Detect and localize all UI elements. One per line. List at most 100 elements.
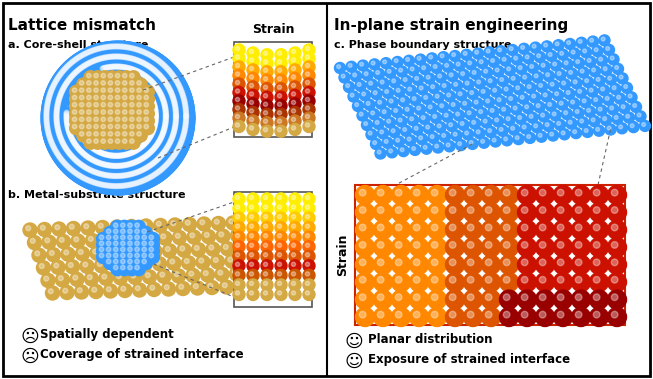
Circle shape xyxy=(278,60,281,64)
Circle shape xyxy=(80,173,93,187)
Circle shape xyxy=(114,44,118,49)
Circle shape xyxy=(247,231,253,236)
Circle shape xyxy=(278,196,281,200)
Circle shape xyxy=(564,88,575,99)
Circle shape xyxy=(575,311,582,318)
Circle shape xyxy=(150,104,164,118)
Circle shape xyxy=(110,63,116,67)
Circle shape xyxy=(50,77,64,91)
Circle shape xyxy=(168,138,173,143)
Circle shape xyxy=(59,101,74,115)
Circle shape xyxy=(108,171,122,185)
Circle shape xyxy=(468,89,479,100)
Circle shape xyxy=(552,62,556,66)
Circle shape xyxy=(69,63,74,67)
Circle shape xyxy=(147,52,152,57)
Circle shape xyxy=(145,90,150,95)
Circle shape xyxy=(46,87,60,101)
Circle shape xyxy=(46,130,51,135)
Circle shape xyxy=(181,106,195,121)
Circle shape xyxy=(141,61,146,66)
Circle shape xyxy=(121,229,125,233)
Circle shape xyxy=(278,68,281,72)
Circle shape xyxy=(84,136,97,149)
Circle shape xyxy=(85,62,89,67)
Circle shape xyxy=(47,83,61,97)
Circle shape xyxy=(113,171,127,185)
Circle shape xyxy=(99,172,103,177)
Circle shape xyxy=(539,259,546,266)
Circle shape xyxy=(112,51,126,65)
Circle shape xyxy=(83,55,88,60)
Circle shape xyxy=(141,72,146,77)
Circle shape xyxy=(67,128,80,142)
Circle shape xyxy=(131,146,145,159)
Circle shape xyxy=(88,179,93,183)
Circle shape xyxy=(381,58,392,69)
Circle shape xyxy=(596,105,607,116)
Circle shape xyxy=(594,224,600,231)
Circle shape xyxy=(74,171,78,176)
Circle shape xyxy=(428,220,447,240)
Circle shape xyxy=(89,156,104,170)
Circle shape xyxy=(146,92,160,106)
Circle shape xyxy=(379,130,383,134)
Circle shape xyxy=(547,130,558,141)
Circle shape xyxy=(162,127,167,132)
Circle shape xyxy=(79,65,84,70)
Circle shape xyxy=(59,89,65,94)
Circle shape xyxy=(263,128,268,132)
Circle shape xyxy=(128,161,133,166)
Circle shape xyxy=(52,109,65,123)
Circle shape xyxy=(95,43,108,57)
Circle shape xyxy=(119,163,123,168)
Circle shape xyxy=(385,89,389,94)
Circle shape xyxy=(132,251,145,263)
Circle shape xyxy=(289,231,301,243)
Circle shape xyxy=(138,153,151,167)
Circle shape xyxy=(44,276,49,281)
Circle shape xyxy=(77,66,82,71)
Circle shape xyxy=(149,135,163,149)
Circle shape xyxy=(35,251,40,256)
Circle shape xyxy=(65,131,80,145)
Circle shape xyxy=(148,125,162,139)
Circle shape xyxy=(104,163,109,168)
Circle shape xyxy=(161,79,176,93)
Circle shape xyxy=(159,167,164,172)
Circle shape xyxy=(408,65,419,76)
Circle shape xyxy=(359,276,366,283)
Circle shape xyxy=(167,256,181,270)
Circle shape xyxy=(233,121,245,133)
Circle shape xyxy=(42,117,56,132)
Circle shape xyxy=(131,178,145,192)
Circle shape xyxy=(103,45,108,50)
Circle shape xyxy=(46,97,51,102)
Circle shape xyxy=(120,150,134,164)
Circle shape xyxy=(155,141,160,146)
Circle shape xyxy=(90,145,104,159)
Circle shape xyxy=(145,158,150,163)
Circle shape xyxy=(517,273,537,292)
Circle shape xyxy=(149,100,163,114)
Circle shape xyxy=(169,96,183,110)
Circle shape xyxy=(189,271,194,276)
Circle shape xyxy=(152,124,157,128)
Circle shape xyxy=(159,147,172,161)
Circle shape xyxy=(165,136,179,150)
Circle shape xyxy=(135,176,149,190)
Circle shape xyxy=(291,215,296,219)
Circle shape xyxy=(147,77,161,91)
Circle shape xyxy=(143,140,148,145)
Circle shape xyxy=(394,109,398,113)
Circle shape xyxy=(76,69,81,74)
Circle shape xyxy=(303,86,315,99)
Circle shape xyxy=(120,114,133,127)
Circle shape xyxy=(146,91,151,96)
Circle shape xyxy=(170,133,175,138)
Circle shape xyxy=(306,72,310,76)
Circle shape xyxy=(97,150,103,155)
Circle shape xyxy=(104,65,109,70)
Circle shape xyxy=(116,124,119,129)
Circle shape xyxy=(182,131,186,136)
